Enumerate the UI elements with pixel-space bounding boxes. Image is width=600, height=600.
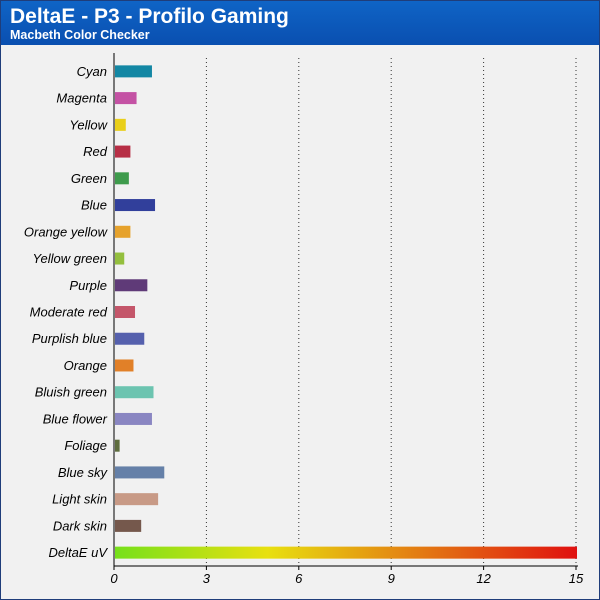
grid-lines <box>205 58 577 566</box>
category-label: Purple <box>69 278 107 293</box>
axes <box>113 53 578 570</box>
bar <box>115 279 148 292</box>
category-label: Red <box>83 144 108 159</box>
category-label: Yellow green <box>33 251 107 266</box>
bar <box>115 306 136 318</box>
category-label: Bluish green <box>35 385 107 400</box>
category-labels: Cyan Magenta Yellow Red Green Blue Orange yell… <box>24 64 109 560</box>
x-tick-label: 12 <box>476 571 491 586</box>
x-tick-label: 0 <box>110 571 118 586</box>
bar <box>115 92 137 105</box>
category-label: Blue sky <box>58 465 109 480</box>
bar <box>115 519 142 532</box>
category-label: Orange yellow <box>24 224 109 239</box>
category-label: Cyan <box>77 64 107 79</box>
bar <box>115 386 154 399</box>
bar <box>115 172 129 185</box>
category-label: Foliage <box>64 438 107 453</box>
bar <box>115 199 156 212</box>
x-tick-label: 3 <box>203 571 211 586</box>
bar <box>115 118 126 131</box>
chart-title: DeltaE - P3 - Profilo Gaming <box>10 5 289 28</box>
chart-header: DeltaE - P3 - Profilo Gaming Macbeth Col… <box>1 1 599 45</box>
category-label: Blue <box>81 198 107 213</box>
tick-labels: 0 3 6 9 12 15 <box>110 571 584 586</box>
bar <box>115 65 152 78</box>
category-label: Green <box>71 171 107 186</box>
category-label: Magenta <box>56 91 107 106</box>
x-tick-label: 15 <box>569 571 584 586</box>
category-label: Light skin <box>52 492 107 507</box>
bar <box>115 412 152 425</box>
bars <box>115 65 577 559</box>
category-label: Purplish blue <box>32 331 107 346</box>
category-label: Moderate red <box>30 305 108 320</box>
bar <box>115 252 125 265</box>
x-tick-label: 9 <box>388 571 395 586</box>
category-label: Dark skin <box>53 518 107 533</box>
bar <box>115 145 131 158</box>
bar <box>115 332 145 345</box>
bar <box>115 225 131 238</box>
category-label: DeltaE uV <box>48 545 108 560</box>
bar <box>115 493 159 506</box>
category-label: Yellow <box>69 117 108 132</box>
x-tick-label: 6 <box>295 571 303 586</box>
category-label: Orange <box>64 358 107 373</box>
bar <box>115 359 134 372</box>
bar-deltae-uv <box>115 546 577 559</box>
chart-subtitle: Macbeth Color Checker <box>10 28 150 42</box>
category-label: Blue flower <box>43 411 108 426</box>
bar <box>115 439 120 452</box>
bar <box>115 466 165 479</box>
